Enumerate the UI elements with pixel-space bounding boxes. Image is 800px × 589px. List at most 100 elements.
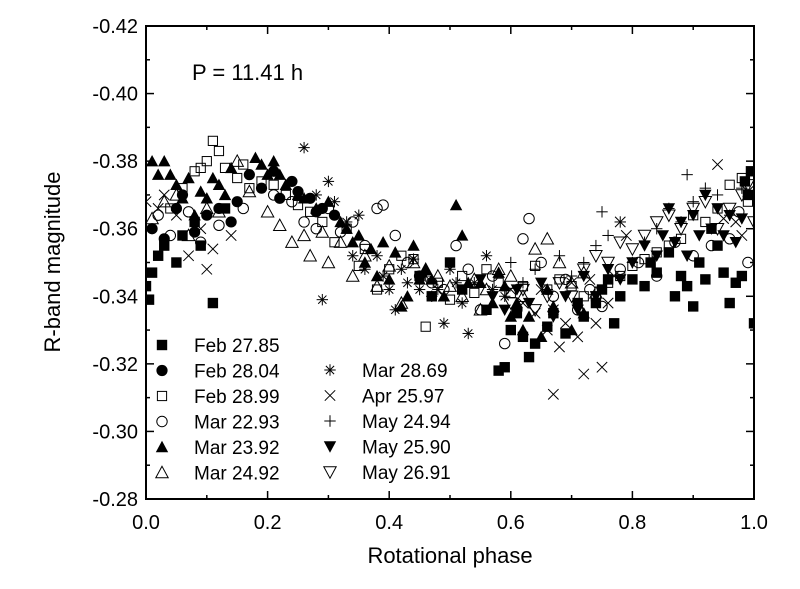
data-point — [675, 270, 687, 282]
data-point — [680, 250, 694, 262]
data-point — [601, 256, 616, 270]
data-point — [151, 168, 165, 180]
data-point — [486, 296, 499, 309]
data-point — [158, 189, 170, 201]
legend-label: Feb 28.99 — [194, 387, 280, 408]
data-point — [333, 234, 348, 248]
data-point — [523, 351, 535, 363]
data-point — [639, 280, 650, 292]
data-point — [182, 171, 195, 184]
data-point — [711, 203, 724, 215]
legend-label: Mar 22.93 — [194, 413, 280, 434]
data-point — [298, 216, 310, 228]
x-axis-title: Rotational phase — [367, 543, 532, 568]
data-point — [171, 257, 182, 268]
legend-marker — [322, 466, 338, 480]
data-point — [230, 153, 245, 167]
data-point — [577, 270, 590, 283]
data-point — [673, 223, 689, 236]
data-point — [358, 256, 372, 268]
data-point — [510, 284, 524, 296]
data-point — [674, 216, 688, 229]
data-point — [700, 274, 711, 285]
data-point — [559, 291, 572, 303]
data-point — [700, 216, 711, 228]
data-point — [492, 266, 505, 278]
data-point — [158, 154, 171, 167]
legend-marker — [156, 415, 168, 428]
legend-marker — [324, 389, 336, 402]
legend-label: Feb 27.85 — [194, 336, 280, 357]
y-tick-label: -0.28 — [92, 489, 138, 511]
data-point — [576, 263, 591, 277]
data-point — [668, 237, 682, 249]
data-point — [189, 226, 201, 238]
legend-marker — [154, 465, 170, 479]
data-point — [645, 257, 656, 268]
data-point — [503, 268, 518, 282]
data-point — [146, 294, 155, 305]
data-point — [347, 250, 359, 262]
data-point — [499, 337, 511, 350]
data-point — [310, 189, 322, 201]
data-point — [165, 203, 176, 214]
data-point — [566, 277, 578, 289]
data-point — [225, 216, 237, 228]
data-point — [389, 304, 401, 316]
data-point — [547, 388, 559, 400]
data-point — [705, 223, 718, 235]
data-point — [596, 206, 608, 218]
y-tick-label: -0.40 — [92, 84, 138, 106]
data-point — [432, 283, 444, 296]
data-point — [564, 290, 579, 304]
data-point — [201, 209, 213, 221]
data-point — [195, 223, 207, 235]
data-point — [413, 273, 426, 285]
data-point — [316, 293, 329, 306]
tick-labels: 0.0 0.2 0.4 0.6 0.8 1.0 -0.42 -0.40 -0.38 -0.36 -0… — [92, 16, 768, 534]
data-point — [181, 228, 196, 242]
legend-label: May 24.94 — [362, 412, 451, 433]
data-point — [401, 277, 414, 289]
data-point — [200, 192, 213, 204]
data-point — [256, 176, 267, 187]
data-point — [207, 135, 218, 146]
data-point — [382, 258, 397, 272]
data-point — [225, 229, 237, 242]
data-point — [176, 192, 189, 204]
data-point — [577, 306, 590, 319]
data-point — [620, 229, 632, 242]
data-point — [303, 248, 318, 262]
data-point — [224, 161, 238, 174]
data-point — [522, 297, 536, 310]
data-point — [528, 304, 543, 318]
data-point — [158, 233, 170, 245]
data-point — [249, 151, 262, 163]
data-point — [493, 365, 504, 376]
data-point — [279, 178, 293, 190]
data-point — [613, 236, 628, 250]
data-point — [699, 189, 712, 202]
data-point — [468, 277, 481, 289]
data-point — [564, 275, 579, 289]
data-point — [255, 158, 268, 170]
data-point — [353, 209, 365, 221]
legend-marker — [156, 364, 168, 377]
data-point — [389, 246, 402, 258]
data-point — [455, 229, 469, 241]
data-point — [419, 263, 432, 275]
data-point — [746, 216, 754, 230]
data-point — [688, 301, 699, 312]
data-point — [206, 171, 220, 184]
data-point — [662, 203, 676, 215]
data-point — [201, 263, 213, 275]
data-point — [663, 247, 675, 258]
data-point — [383, 283, 395, 296]
data-point — [717, 230, 730, 242]
data-point — [694, 257, 705, 268]
data-point — [297, 192, 311, 204]
data-point — [345, 268, 360, 282]
data-point — [730, 277, 741, 288]
legend-label: May 25.90 — [362, 438, 451, 459]
